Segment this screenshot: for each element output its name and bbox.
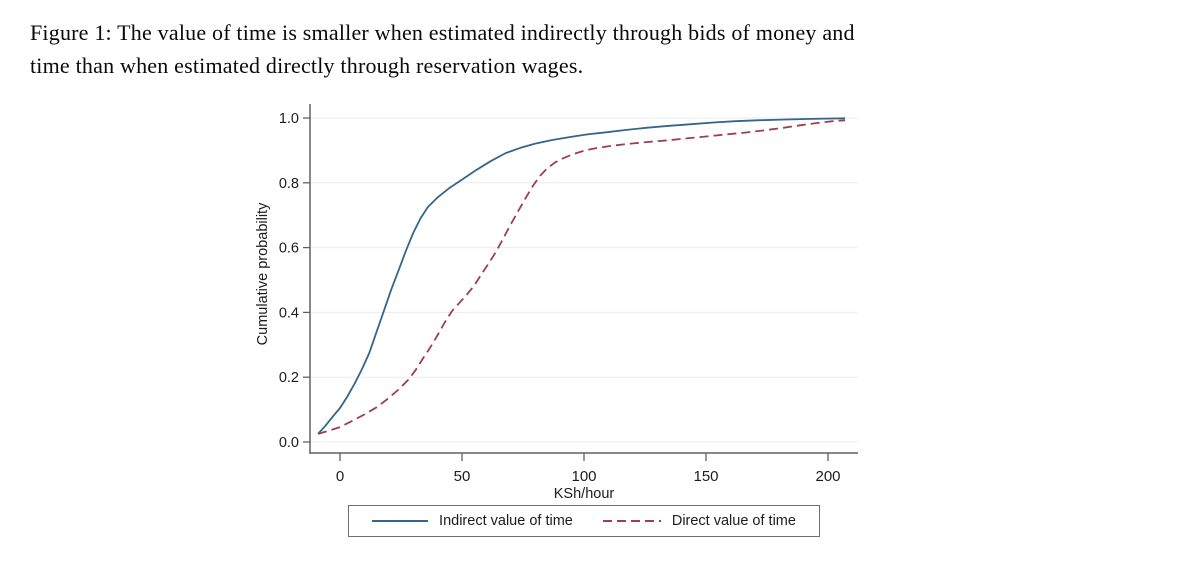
x-axis-title: KSh/hour <box>553 486 615 502</box>
legend-item-indirect: Indirect value of time <box>372 513 573 529</box>
x-tick-label-0: 0 <box>336 468 344 485</box>
legend: Indirect value of time Direct value of t… <box>348 505 820 537</box>
x-tick-label-100: 100 <box>571 468 596 485</box>
figure-caption: Figure 1: The value of time is smaller w… <box>30 16 855 82</box>
indirect-line-sample-icon <box>372 520 429 522</box>
y-axis-title: Cumulative probability <box>255 202 271 346</box>
legend-label-direct: Direct value of time <box>671 513 796 529</box>
direct-line-sample-icon <box>602 520 661 522</box>
legend-label-indirect: Indirect value of time <box>439 513 573 529</box>
direct-value-curve <box>317 119 846 435</box>
x-tick-label-200: 200 <box>815 468 840 485</box>
caption-line-2: time than when estimated directly throug… <box>30 53 584 78</box>
y-tick-label-0.6: 0.6 <box>279 241 299 257</box>
y-tick-label-0.0: 0.0 <box>279 435 299 451</box>
y-tick-label-0.8: 0.8 <box>279 176 299 192</box>
y-tick-label-1.0: 1.0 <box>279 111 299 127</box>
y-tick-label-0.4: 0.4 <box>279 305 299 321</box>
indirect-value-curve <box>317 117 846 435</box>
legend-item-direct: Direct value of time <box>602 513 796 529</box>
x-tick-label-150: 150 <box>693 468 718 485</box>
y-tick-label-0.2: 0.2 <box>279 370 299 386</box>
caption-line-1: Figure 1: The value of time is smaller w… <box>30 20 855 45</box>
x-tick-label-50: 50 <box>454 468 471 485</box>
